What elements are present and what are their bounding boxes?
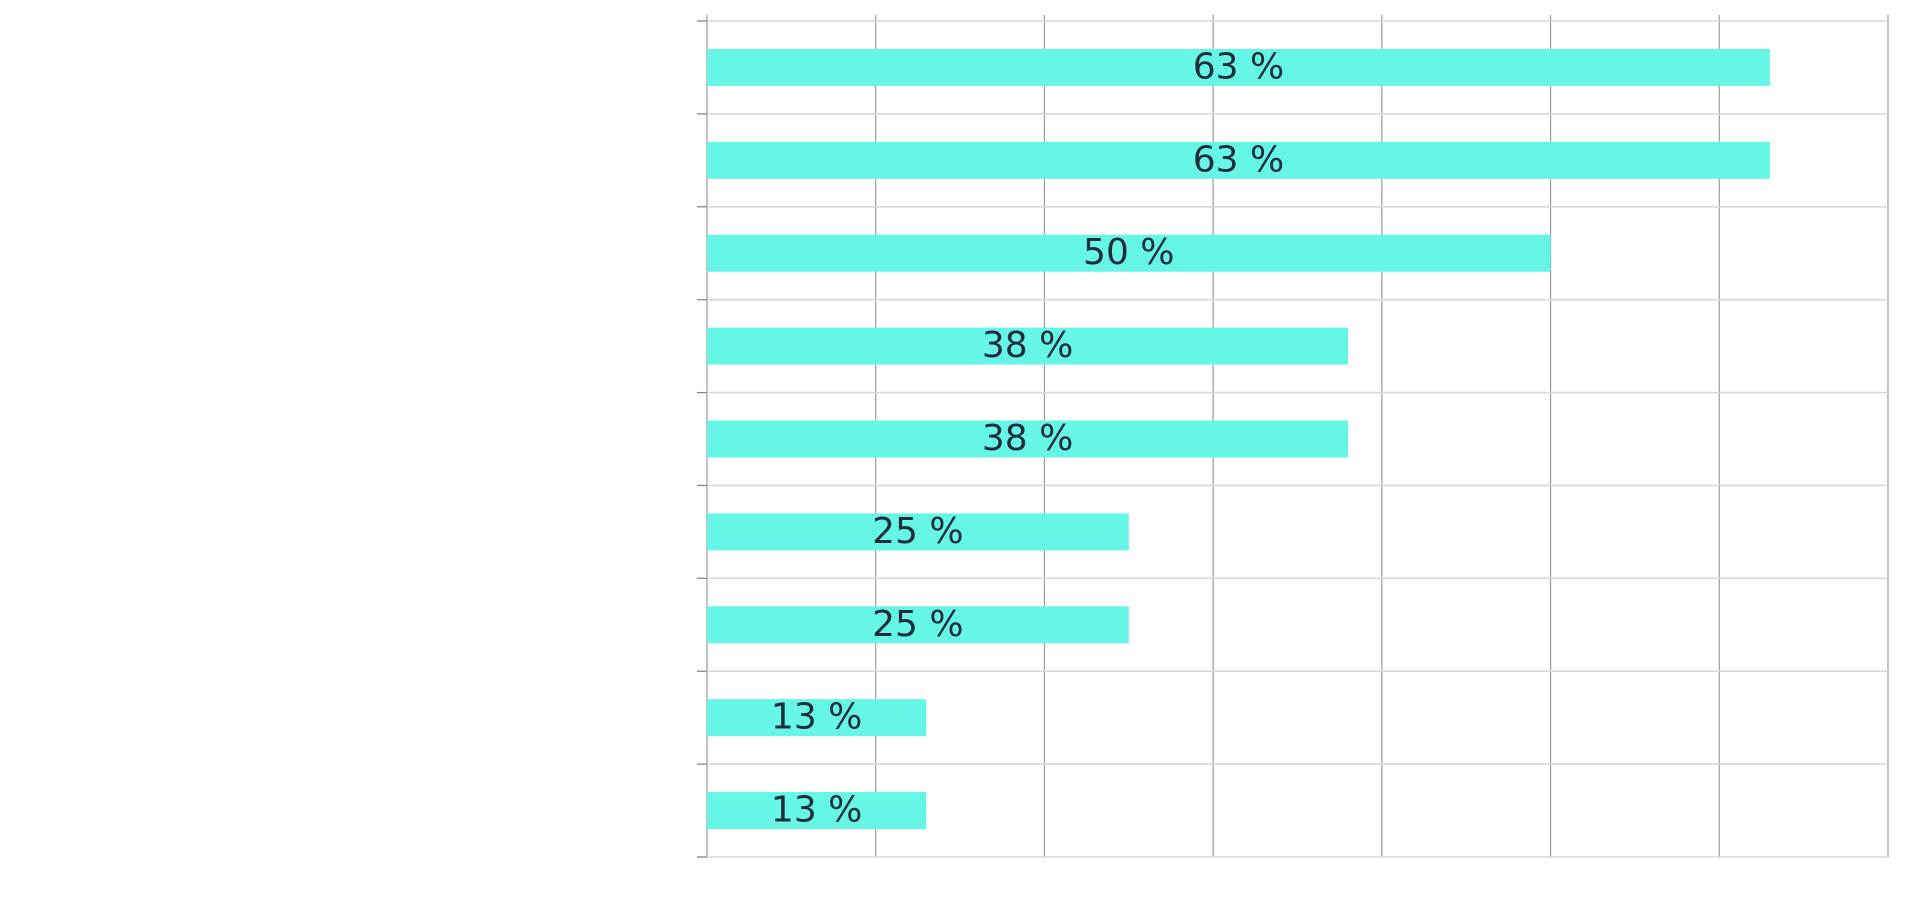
bar — [707, 606, 1129, 644]
bar-value-label: 50 % — [1083, 232, 1174, 273]
bar-value-label: 13 % — [771, 697, 862, 738]
bar-value-label: 13 % — [771, 790, 862, 831]
bar — [707, 699, 927, 737]
bar-value-label: 63 % — [1193, 46, 1284, 87]
bar — [707, 141, 1770, 179]
bar-value-label: 63 % — [1193, 139, 1284, 180]
bar — [707, 48, 1770, 86]
bar — [707, 234, 1551, 272]
bar-value-label: 25 % — [872, 511, 963, 552]
bar-value-label: 25 % — [872, 604, 963, 645]
bars-group — [707, 48, 1770, 830]
bar-value-label: 38 % — [982, 325, 1073, 366]
labels-group: 63 % 63 % 50 % 38 % 38 % 25 % 25 % 13 % 13 % — [771, 46, 1284, 830]
bar — [707, 792, 927, 830]
bar — [707, 420, 1349, 458]
bar — [707, 327, 1349, 365]
bar-value-label: 38 % — [982, 418, 1073, 459]
bar — [707, 513, 1129, 551]
